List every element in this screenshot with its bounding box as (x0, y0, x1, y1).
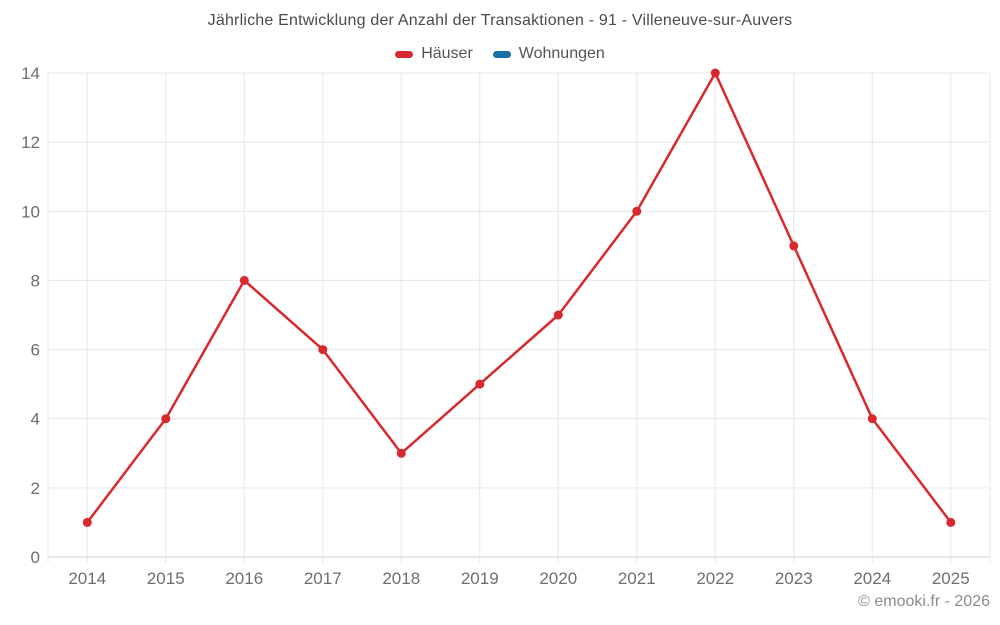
y-tick-label: 14 (21, 64, 40, 83)
y-tick-label: 12 (21, 133, 40, 152)
data-point (553, 310, 563, 320)
x-tick-label: 2020 (539, 569, 577, 588)
x-tick-label: 2021 (618, 569, 656, 588)
data-point (632, 206, 642, 216)
legend-label: Wohnungen (518, 45, 605, 62)
x-tick-label: 2024 (853, 569, 891, 588)
y-tick-label: 8 (31, 271, 40, 290)
y-tick-label: 0 (31, 548, 40, 567)
data-point (396, 448, 406, 458)
y-tick-label: 4 (31, 410, 40, 429)
y-tick-label: 6 (31, 341, 40, 360)
legend-swatch-icon (395, 50, 414, 58)
data-point (239, 275, 249, 285)
legend-swatch-icon (492, 50, 511, 58)
data-point (867, 414, 877, 424)
chart-title: Jährliche Entwicklung der Anzahl der Tra… (207, 12, 793, 29)
x-tick-label: 2016 (225, 569, 263, 588)
x-tick-label: 2014 (68, 569, 106, 588)
x-tick-label: 2017 (304, 569, 342, 588)
data-point (318, 345, 328, 355)
legend-item-h-user[interactable]: Häuser (395, 45, 473, 63)
data-point (789, 241, 799, 251)
x-tick-label: 2025 (932, 569, 970, 588)
y-tick-label: 2 (31, 479, 40, 498)
data-point (161, 414, 171, 424)
x-tick-label: 2018 (382, 569, 420, 588)
copyright-notice: © emooki.fr - 2026 (858, 593, 990, 610)
x-tick-label: 2019 (461, 569, 499, 588)
data-point (946, 517, 956, 527)
data-point (82, 517, 92, 527)
x-tick-label: 2022 (696, 569, 734, 588)
x-tick-label: 2023 (775, 569, 813, 588)
legend-label: Häuser (421, 45, 473, 62)
x-tick-label: 2015 (147, 569, 185, 588)
series-line-h-user (86, 71, 953, 524)
chart-legend: Häuser Wohnungen (0, 45, 1000, 63)
y-tick-label: 10 (21, 202, 40, 221)
legend-item-wohnungen[interactable]: Wohnungen (492, 45, 605, 63)
data-point (475, 379, 485, 389)
data-point (710, 68, 720, 78)
